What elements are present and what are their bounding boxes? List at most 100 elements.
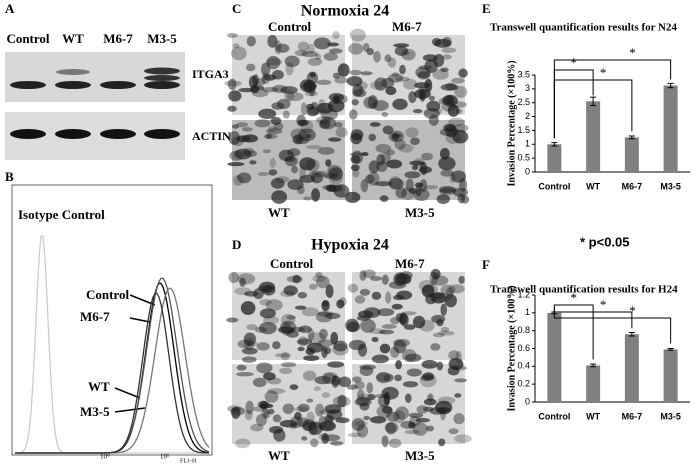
cell	[307, 57, 323, 66]
cell	[297, 346, 305, 352]
cell	[394, 138, 406, 150]
image-label: WT	[268, 205, 290, 220]
cell	[359, 365, 374, 376]
image-label: M6-7	[392, 19, 422, 34]
cell	[272, 69, 284, 80]
band-label: ACTIN	[192, 129, 231, 143]
cell	[406, 368, 422, 377]
cell	[352, 376, 362, 383]
x-tick-label: Control	[538, 411, 570, 421]
cell	[332, 31, 340, 40]
cell	[377, 394, 390, 408]
bar	[624, 137, 639, 172]
cell	[386, 149, 395, 156]
significance-note: * p<0.05	[580, 234, 630, 249]
cell	[392, 98, 408, 110]
cell	[436, 194, 450, 205]
cell	[231, 406, 241, 419]
cell	[391, 133, 402, 139]
image-label: M3-5	[405, 448, 435, 463]
cell	[454, 378, 467, 383]
cell	[275, 353, 291, 358]
cell	[350, 155, 361, 164]
curve-label: M3-5	[80, 404, 110, 419]
cell	[259, 308, 276, 319]
cell	[384, 54, 392, 63]
cell	[306, 342, 324, 353]
cell	[459, 178, 468, 192]
cell	[395, 187, 407, 199]
cell	[265, 299, 283, 312]
cell	[236, 372, 254, 377]
cell	[352, 88, 367, 98]
cell	[445, 287, 454, 300]
cell	[316, 116, 331, 125]
band	[144, 81, 180, 89]
cell	[457, 193, 465, 204]
cell	[368, 133, 377, 142]
cell	[376, 154, 385, 166]
cell	[282, 110, 290, 119]
y-tick-label: 0.5	[517, 153, 530, 163]
error-bar	[590, 96, 597, 106]
cell	[354, 295, 366, 304]
cell	[263, 372, 276, 381]
cell	[248, 75, 258, 89]
cell	[310, 172, 323, 184]
cell	[292, 134, 304, 145]
cell	[282, 403, 295, 415]
cell	[266, 128, 283, 135]
cell	[301, 436, 308, 441]
cell	[438, 98, 446, 105]
cell	[228, 131, 241, 145]
histogram-curve	[15, 277, 210, 454]
cell	[257, 172, 269, 177]
y-tick-label: 0	[525, 396, 530, 406]
cell	[304, 91, 318, 97]
histogram-curve	[15, 292, 210, 454]
cell	[337, 394, 347, 408]
cell	[448, 350, 460, 361]
cell	[285, 62, 294, 76]
cell	[448, 428, 459, 435]
bar	[586, 365, 601, 402]
cell	[359, 270, 367, 281]
cell	[439, 406, 447, 421]
cell	[240, 301, 256, 315]
cell	[391, 72, 400, 77]
cell	[328, 137, 342, 142]
chart-title: Transwell quantification results for H24	[490, 284, 678, 296]
cell	[268, 169, 278, 176]
cell	[432, 332, 445, 338]
cell	[386, 411, 400, 422]
cell	[271, 190, 288, 204]
cell	[373, 50, 381, 63]
cell	[448, 284, 465, 294]
cell	[361, 152, 369, 157]
band	[55, 129, 91, 139]
cell	[241, 347, 258, 355]
cell	[330, 331, 339, 345]
cell	[313, 37, 331, 50]
cell	[366, 48, 374, 56]
cell	[283, 285, 298, 296]
cell	[359, 288, 371, 296]
cell	[286, 315, 296, 320]
cell	[422, 283, 438, 297]
cell	[226, 317, 239, 323]
cell	[294, 49, 308, 57]
cell	[369, 416, 387, 424]
cell	[324, 418, 335, 431]
band	[144, 75, 180, 81]
cell	[308, 283, 318, 290]
cell	[379, 343, 391, 354]
cell	[224, 80, 242, 87]
band-label: ITGA3	[192, 67, 229, 81]
cell	[409, 187, 417, 195]
cell	[445, 95, 455, 105]
cell	[322, 173, 338, 179]
significance-star: *	[600, 65, 607, 80]
cell	[298, 325, 312, 334]
cell	[364, 174, 375, 184]
